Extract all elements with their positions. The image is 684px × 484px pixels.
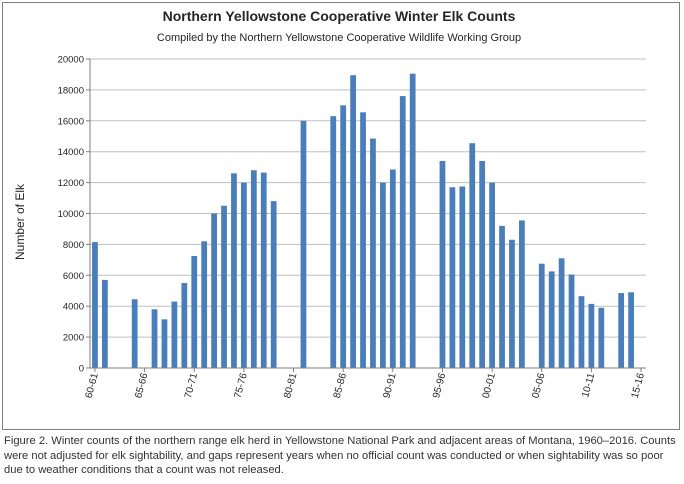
x-tick-label: 15-16: [630, 372, 647, 400]
y-tick-label: 2000: [63, 333, 84, 344]
bar-05-06: [538, 263, 545, 368]
x-tick-label: 80-81: [282, 372, 299, 400]
chart-title: Northern Yellowstone Cooperative Winter …: [162, 8, 516, 24]
gridlines: [90, 58, 646, 369]
bar-11-12: [598, 307, 605, 368]
bar-84-85: [330, 116, 337, 368]
bars: [92, 73, 634, 369]
bar-99-00: [479, 160, 486, 368]
chart-subtitle: Compiled by the Northern Yellowstone Coo…: [156, 32, 522, 44]
x-tick-label: 65-66: [133, 372, 150, 400]
bar-07-08: [558, 258, 565, 368]
bar-10-11: [588, 303, 595, 368]
x-tick-label: 05-06: [530, 372, 547, 400]
x-tick-label: 85-86: [332, 372, 349, 400]
y-tick-label: 8000: [63, 240, 84, 251]
x-tick-label: 60-61: [84, 372, 101, 400]
bar-70-71: [191, 255, 198, 368]
y-tick-label: 20000: [58, 55, 84, 66]
bar-09-10: [578, 296, 585, 368]
figure-caption: Figure 2. Winter counts of the northern …: [4, 435, 676, 476]
bar-03-04: [519, 220, 525, 368]
bar-78-79: [270, 201, 277, 368]
y-tick-label: 14000: [58, 147, 84, 158]
y-axis-label: Number of Elk: [13, 183, 27, 260]
bar-61-62: [102, 279, 108, 368]
chart-plot: 0 2000 4000 6000 8000 10000 12000 14000 16000 180…: [13, 55, 647, 400]
bar-67-68: [161, 319, 168, 368]
x-tick-label: 10-11: [580, 372, 597, 399]
bar-75-76: [241, 182, 247, 368]
x-tick-label: 90-91: [381, 372, 398, 400]
bar-90-91: [389, 169, 396, 368]
y-tick-label: 16000: [58, 116, 84, 127]
bar-68-69: [171, 301, 178, 368]
bar-14-15: [628, 292, 634, 368]
bar-60-61: [92, 242, 98, 368]
x-tick-label: 00-01: [481, 372, 498, 400]
bar-69-70: [181, 283, 188, 368]
bar-74-75: [231, 173, 237, 368]
bar-71-72: [201, 241, 208, 368]
bar-08-09: [568, 274, 575, 368]
bar-02-03: [509, 239, 515, 368]
bar-87-88: [360, 112, 366, 369]
bar-92-93: [409, 73, 416, 369]
bar-95-96: [439, 160, 446, 368]
bar-76-77: [250, 170, 257, 368]
y-tick-label: 10000: [58, 209, 84, 220]
bar-06-07: [548, 271, 555, 368]
x-tick-label: 95-96: [431, 372, 448, 400]
bar-13-14: [618, 293, 625, 368]
bar-81-82: [300, 120, 307, 368]
x-tick-label: 75-76: [233, 372, 250, 400]
x-tick-label: 70-71: [183, 372, 200, 400]
bar-66-67: [151, 309, 158, 368]
bar-85-86: [340, 105, 347, 368]
bar-89-90: [380, 182, 386, 368]
bar-77-78: [260, 172, 267, 368]
bar-73-74: [221, 205, 227, 368]
y-tick-label: 0: [79, 364, 84, 375]
bar-86-87: [350, 75, 356, 368]
bar-72-73: [211, 213, 217, 368]
bar-97-98: [459, 186, 466, 368]
bar-01-02: [499, 225, 505, 368]
bar-98-99: [469, 143, 476, 368]
y-tick-label: 6000: [63, 271, 84, 282]
y-tick-label: 12000: [58, 178, 84, 189]
bar-88-89: [370, 138, 376, 368]
bar-64-65: [131, 299, 138, 368]
y-tick-label: 18000: [58, 85, 84, 96]
bar-96-97: [449, 187, 456, 368]
y-tick-label: 4000: [63, 302, 84, 313]
bar-00-01: [489, 182, 495, 368]
bar-91-92: [399, 96, 406, 368]
